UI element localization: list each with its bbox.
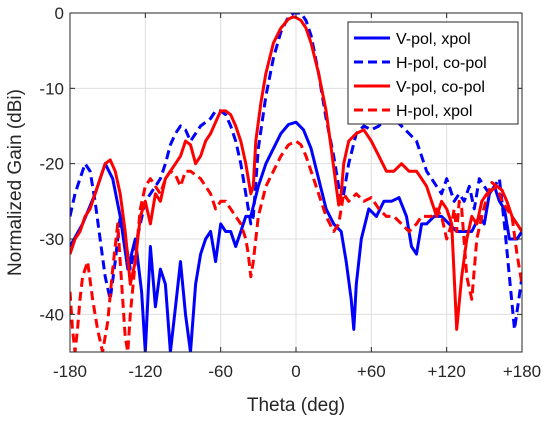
y-tick-label: -20 bbox=[39, 155, 64, 174]
y-tick-label: -40 bbox=[39, 305, 64, 324]
legend-entry: H-pol, xpol bbox=[396, 103, 472, 120]
x-tick-label: +120 bbox=[428, 362, 466, 381]
series-line-2 bbox=[70, 15, 522, 331]
series-layer bbox=[70, 13, 522, 352]
legend-entry: H-pol, co-pol bbox=[396, 55, 487, 72]
legend-entry: V-pol, co-pol bbox=[396, 79, 485, 96]
x-tick-label: 0 bbox=[291, 362, 300, 381]
x-tick-label: +60 bbox=[357, 362, 386, 381]
y-tick-label: -30 bbox=[39, 230, 64, 249]
x-tick-label: +180 bbox=[503, 362, 541, 381]
series-line-0 bbox=[70, 120, 522, 352]
x-tick-label: -180 bbox=[53, 362, 87, 381]
y-tick-label: -10 bbox=[39, 79, 64, 98]
series-line-1 bbox=[70, 13, 522, 331]
legend: V-pol, xpol H-pol, co-pol V-pol, co-pol H-p… bbox=[347, 21, 519, 125]
axis-ticks: -180 -120 -60 0 +60 +120 +180 0 -10 -20 -30 -40 bbox=[39, 4, 541, 381]
legend-entry: V-pol, xpol bbox=[396, 31, 471, 48]
x-tick-label: -60 bbox=[208, 362, 233, 381]
series-line-3 bbox=[70, 139, 522, 352]
y-tick-label: 0 bbox=[55, 4, 64, 23]
x-axis-label: Theta (deg) bbox=[247, 395, 345, 416]
x-tick-label: -120 bbox=[128, 362, 162, 381]
y-axis-label: Normalized Gain (dBi) bbox=[5, 89, 26, 276]
